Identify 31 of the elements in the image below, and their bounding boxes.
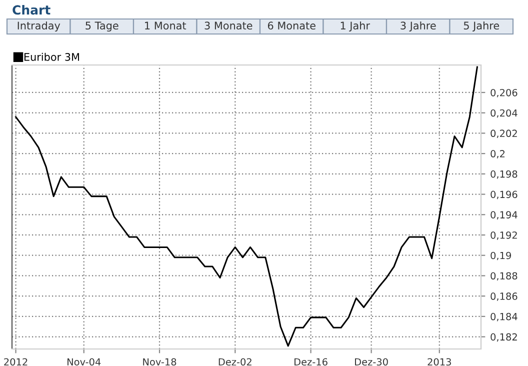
y-tick-label: 0,182 bbox=[490, 333, 517, 342]
y-tick-label: 0,206 bbox=[490, 88, 518, 98]
text: 5 Tage bbox=[86, 22, 118, 32]
line-series bbox=[15, 66, 478, 347]
y-tick-label: 0,204 bbox=[490, 109, 518, 118]
x-tick-label: Dez-02 bbox=[218, 358, 252, 366]
y-tick-label: 0,2 bbox=[490, 150, 505, 158]
text: 3 Monate bbox=[204, 22, 252, 30]
y-tick-label: 0,192 bbox=[490, 231, 517, 240]
x-tick-label: 2013 bbox=[428, 358, 451, 366]
y-tick-label: 0,184 bbox=[490, 312, 518, 322]
y-tick-label: 0,19 bbox=[490, 252, 511, 260]
x-tick-label: Dez-30 bbox=[355, 358, 388, 366]
text: 5 Jahre bbox=[464, 21, 500, 32]
x-tick-label: Nov-18 bbox=[143, 358, 176, 366]
text: 6 Monate bbox=[268, 22, 316, 30]
y-tick-label: 0,194 bbox=[490, 211, 518, 220]
text: Intraday bbox=[18, 21, 60, 32]
y-tick-label: 0,188 bbox=[490, 272, 518, 281]
text: 1 Jahr bbox=[340, 21, 370, 32]
y-tick-label: 0,196 bbox=[490, 190, 518, 200]
y-tick-label: 0,202 bbox=[490, 130, 517, 138]
x-tick-label: Dez-16 bbox=[294, 358, 328, 366]
x-tick-label: 2012 bbox=[4, 358, 28, 366]
legend-label: Euribor 3M bbox=[24, 52, 79, 61]
chart-title: Chart bbox=[12, 4, 50, 15]
y-tick-label: 0,198 bbox=[490, 170, 518, 179]
y-tick-label: 0,186 bbox=[490, 292, 518, 301]
text: 1 Monat bbox=[145, 22, 186, 30]
text: 3 Jahre bbox=[400, 21, 436, 32]
x-tick-label: Nov-04 bbox=[68, 358, 101, 366]
